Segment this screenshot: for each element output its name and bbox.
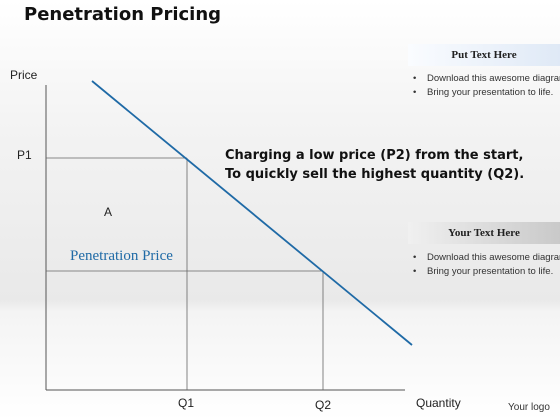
panel-1-bullet-2: Bring your presentation to life. [413, 87, 560, 99]
x-axis-label: Quantity [416, 396, 461, 410]
region-a-label: A [104, 205, 113, 219]
y-axis-label: Price [10, 68, 38, 82]
panel-1-bullet-1: Download this awesome diagram. [413, 73, 560, 85]
demand-curve [91, 80, 413, 346]
panel-2-bullet-2: Bring your presentation to life. [413, 266, 560, 278]
callout-text: Charging a low price (P2) from the start… [225, 146, 524, 184]
page-title: Penetration Pricing [24, 4, 222, 25]
panel-bullets-2: Download this awesome diagram. Bring you… [405, 252, 560, 280]
panel-heading-1: Put Text Here [408, 44, 560, 66]
callout-line-1: Charging a low price (P2) from the start… [225, 148, 524, 163]
callout-line-2: To quickly sell the highest quantity (Q2… [225, 167, 525, 182]
logo-placeholder: Your logo [508, 402, 550, 413]
q1-tick-label: Q1 [178, 396, 195, 410]
panel-bullets-1: Download this awesome diagram. Bring you… [405, 73, 560, 101]
p1-tick-label: P1 [17, 148, 32, 162]
panel-heading-2: Your Text Here [408, 222, 560, 244]
penetration-price-label: Penetration Price [70, 248, 173, 264]
panel-2-bullet-1: Download this awesome diagram. [413, 252, 560, 264]
q2-tick-label: Q2 [315, 398, 332, 412]
